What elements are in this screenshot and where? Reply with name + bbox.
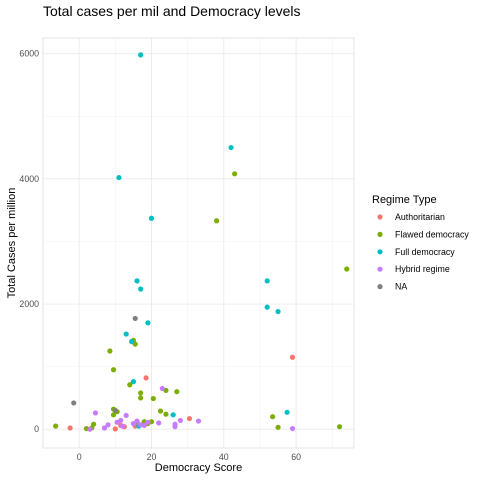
plot-border: [42, 37, 355, 449]
data-point: [71, 400, 77, 406]
data-point: [163, 411, 169, 417]
legend-key: [377, 284, 383, 290]
data-point: [270, 414, 276, 420]
data-point: [284, 409, 290, 415]
y-axis-ticks: 0 2000 4000 6000: [19, 49, 39, 435]
data-point: [170, 412, 176, 418]
data-point: [130, 379, 137, 385]
data-point: [264, 278, 270, 284]
data-point: [336, 424, 343, 430]
data-point: [110, 367, 117, 373]
data-point: [92, 410, 99, 416]
y-tick-label: 4000: [19, 174, 39, 184]
data-point: [107, 348, 113, 354]
legend-label: Authoritarian: [395, 212, 445, 222]
x-tick-label: 0: [77, 452, 82, 462]
data-point: [112, 426, 118, 432]
x-axis-title: Democracy Score: [155, 462, 242, 474]
data-point: [174, 389, 180, 395]
data-point: [138, 395, 144, 401]
data-point: [186, 415, 193, 422]
data-point: [228, 144, 234, 151]
data-point: [172, 421, 178, 427]
data-point: [116, 174, 122, 181]
legend-key: [377, 266, 383, 272]
data-point: [148, 215, 155, 221]
x-tick-label: 40: [219, 452, 229, 462]
data-point: [101, 425, 108, 431]
data-points: [53, 52, 350, 432]
data-point: [138, 52, 144, 58]
data-point: [110, 412, 117, 418]
data-point: [150, 395, 156, 402]
data-point: [275, 308, 281, 315]
legend-key: [377, 231, 383, 237]
y-axis-title: Total Cases per million: [6, 188, 18, 299]
y-tick-label: 6000: [19, 49, 39, 59]
data-point: [127, 382, 133, 388]
chart-title: Total cases per mil and Democracy levels: [43, 3, 301, 19]
data-point: [141, 422, 147, 429]
data-point: [195, 418, 202, 424]
data-point: [53, 423, 59, 429]
y-tick-label: 2000: [19, 299, 39, 309]
data-point: [157, 408, 164, 414]
data-point: [132, 341, 138, 347]
data-point: [138, 390, 144, 396]
legend-key: [377, 214, 383, 220]
data-point: [134, 278, 140, 284]
data-point: [118, 417, 124, 424]
data-point: [232, 171, 238, 177]
data-point: [130, 420, 137, 427]
data-point: [123, 412, 129, 419]
data-point: [91, 421, 97, 427]
data-point: [213, 218, 220, 224]
data-point: [112, 407, 118, 414]
minor-gridlines: [42, 38, 354, 448]
data-point: [344, 266, 350, 272]
data-point: [289, 425, 296, 432]
data-point: [145, 320, 151, 326]
x-axis-ticks: 0 20 40 60: [77, 452, 301, 462]
data-point: [159, 385, 165, 392]
data-point: [128, 338, 135, 345]
data-point: [177, 417, 184, 424]
data-point: [134, 418, 140, 424]
legend-key: [377, 249, 383, 255]
data-point: [156, 420, 162, 426]
data-point: [264, 304, 270, 310]
legend-title: Regime Type: [372, 194, 437, 206]
plot-panel: [43, 38, 354, 448]
legend-label: Flawed democracy: [395, 229, 469, 239]
data-point: [132, 315, 138, 322]
x-tick-label: 60: [291, 452, 301, 462]
data-point: [145, 419, 151, 425]
data-point: [138, 286, 144, 292]
data-point: [67, 425, 73, 431]
data-point: [119, 423, 126, 429]
legend-label: Hybrid regime: [395, 264, 450, 274]
legend-label: NA: [395, 282, 407, 292]
data-point: [143, 375, 149, 381]
data-point: [289, 354, 296, 360]
data-point: [123, 331, 129, 337]
legend-label: Full democracy: [395, 247, 455, 257]
y-tick-label: 0: [34, 424, 39, 434]
data-point: [275, 424, 281, 430]
legend: Regime Type Authoritarian Flawed democrac…: [372, 194, 469, 292]
data-point: [87, 426, 93, 432]
data-point: [105, 422, 111, 428]
major-gridlines: [43, 38, 354, 448]
x-tick-label: 20: [147, 452, 157, 462]
